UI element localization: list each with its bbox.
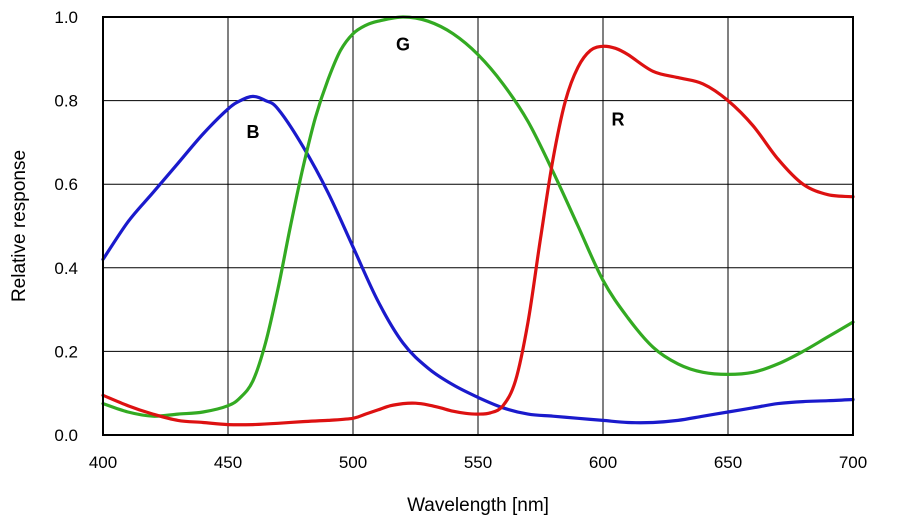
x-tick-label: 650: [714, 453, 742, 472]
y-tick-label: 1.0: [54, 8, 78, 27]
y-tick-label: 0.6: [54, 175, 78, 194]
series-line-b: [101, 94, 855, 425]
x-tick-label: 500: [339, 453, 367, 472]
plot-area-frame: [102, 16, 854, 436]
series-labels: B G R: [247, 34, 625, 142]
y-axis-title: Relative response: [9, 150, 30, 302]
x-axis-title: Wavelength [nm]: [407, 495, 549, 516]
series-line-r: [101, 44, 855, 427]
series-label-b: B: [247, 122, 260, 142]
y-tick-label: 0.8: [54, 92, 78, 111]
y-tick-label: 0.4: [54, 259, 78, 278]
grid-lines: [103, 17, 853, 435]
y-tick-label: 0.0: [54, 426, 78, 445]
series-label-r: R: [612, 110, 625, 130]
x-tick-label: 400: [89, 453, 117, 472]
y-tick-label: 0.2: [54, 342, 78, 361]
series-label-g: G: [396, 34, 410, 54]
x-tick-label: 550: [464, 453, 492, 472]
x-tick-label: 700: [839, 453, 867, 472]
x-axis-ticks: 400 450 500 550 600 650 700: [89, 453, 867, 472]
y-axis-ticks: 0.0 0.2 0.4 0.6 0.8 1.0: [54, 8, 78, 445]
x-tick-label: 600: [589, 453, 617, 472]
x-tick-label: 450: [214, 453, 242, 472]
